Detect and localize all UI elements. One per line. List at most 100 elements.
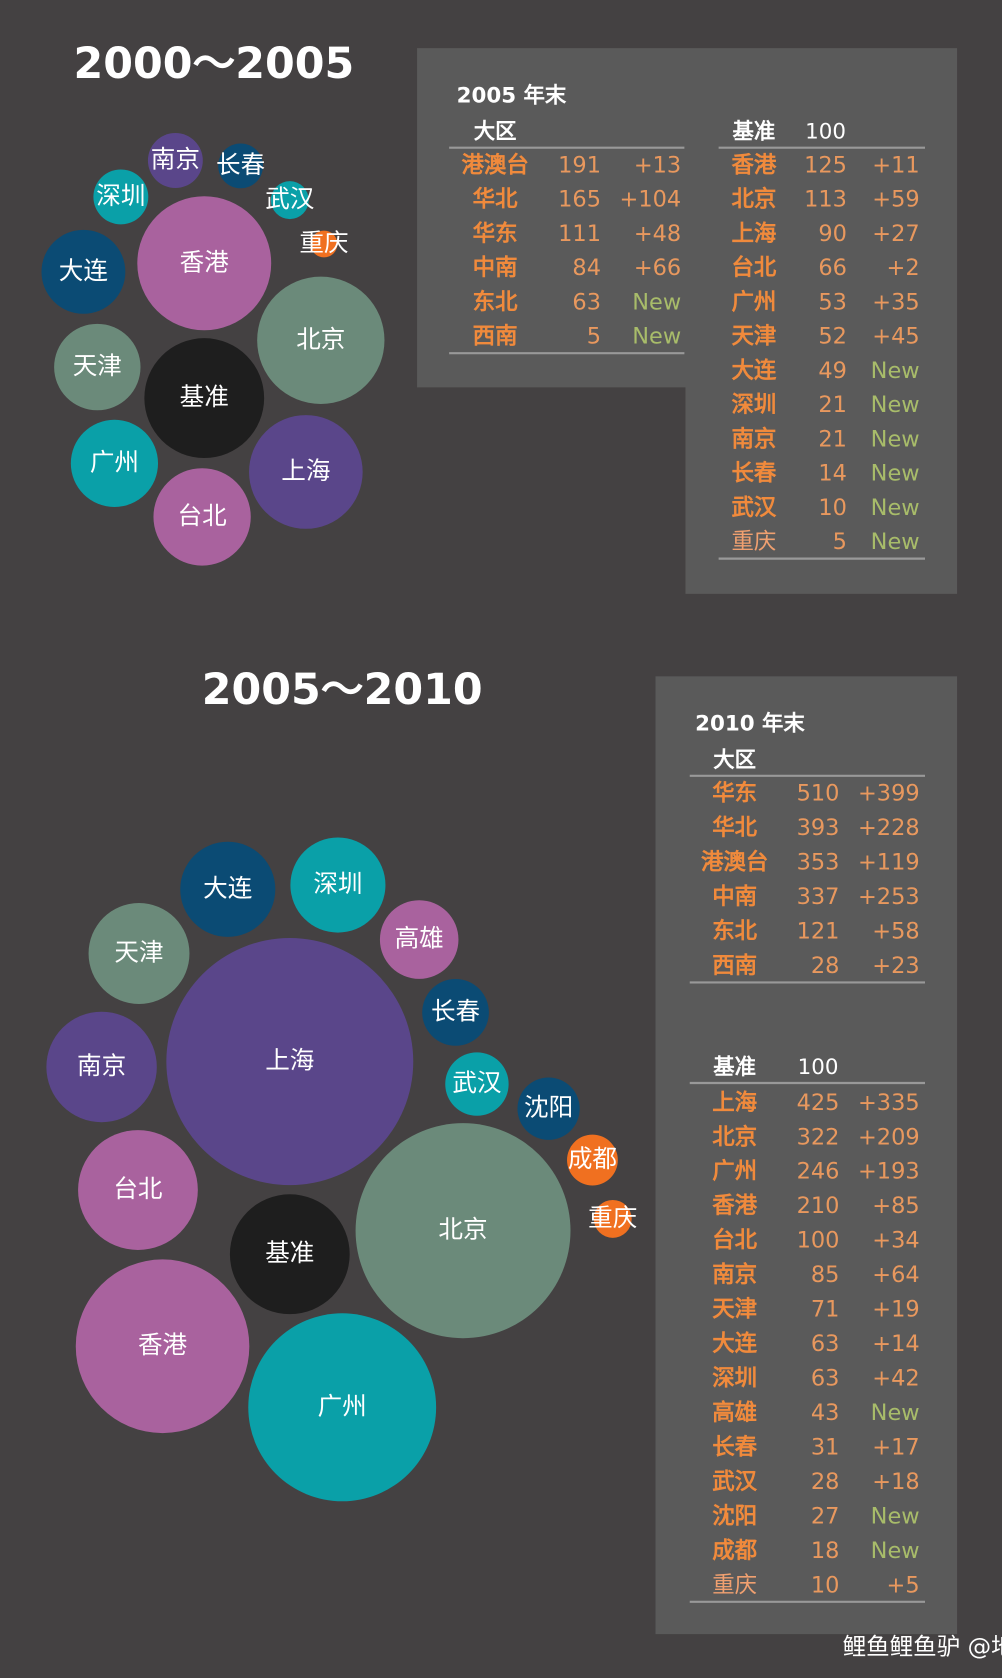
city-value: 10	[811, 1572, 840, 1598]
region-value: 63	[572, 289, 601, 315]
bubble-label: 高雄	[395, 924, 444, 953]
city-name: 北京	[731, 186, 776, 213]
city-change: +14	[872, 1331, 919, 1357]
city-name: 重庆	[712, 1572, 757, 1598]
city-change: +34	[872, 1228, 919, 1254]
table-header-value: 100	[805, 120, 846, 145]
region-change: +13	[634, 152, 681, 178]
city-change: New	[871, 1503, 920, 1529]
region-change: +399	[858, 781, 920, 807]
city-change: +35	[872, 289, 919, 315]
table-header: 基准	[713, 1055, 756, 1080]
city-bubble	[249, 415, 363, 529]
city-change: +42	[872, 1365, 919, 1391]
region-name: 华东	[473, 220, 518, 247]
city-name: 香港	[712, 1193, 757, 1219]
city-value: 66	[818, 255, 847, 281]
bubble-label: 武汉	[265, 184, 314, 213]
region-value: 337	[797, 884, 840, 910]
city-value: 5	[833, 529, 847, 555]
region-value: 5	[587, 324, 601, 350]
region-name: 东北	[473, 288, 518, 315]
city-name: 武汉	[731, 495, 776, 521]
region-name: 西南	[473, 324, 518, 350]
city-name: 上海	[731, 220, 776, 247]
city-bubble	[147, 133, 203, 188]
city-change: New	[871, 461, 920, 487]
table-header: 大区	[713, 748, 756, 773]
city-name: 武汉	[712, 1469, 757, 1495]
region-change: New	[632, 324, 681, 350]
city-value: 63	[811, 1331, 840, 1357]
bubble-label: 上海	[265, 1046, 314, 1075]
region-name: 中南	[712, 884, 757, 910]
bubble-label: 上海	[281, 456, 330, 485]
section-title: 2005～2010	[202, 665, 483, 715]
region-change: +58	[872, 918, 919, 944]
city-value: 49	[818, 358, 847, 384]
region-value: 165	[558, 187, 601, 213]
city-value: 100	[797, 1228, 840, 1254]
city-bubble	[257, 276, 385, 405]
city-bubble	[379, 900, 459, 979]
bubble-label: 基准	[180, 382, 229, 411]
city-change: +335	[858, 1090, 920, 1116]
city-name: 长春	[712, 1434, 757, 1460]
bubble-label: 基准	[265, 1238, 314, 1267]
city-value: 27	[811, 1503, 840, 1529]
bubble-label: 香港	[138, 1330, 188, 1359]
city-value: 14	[818, 461, 847, 487]
city-change: New	[871, 1538, 920, 1564]
region-name: 港澳台	[701, 848, 768, 875]
region-value: 111	[558, 221, 601, 247]
table-header: 基准	[733, 120, 776, 145]
bubble-label: 大连	[59, 256, 108, 285]
city-value: 90	[818, 221, 847, 247]
city-bubble	[517, 1077, 580, 1140]
city-name: 天津	[712, 1296, 757, 1323]
city-value: 63	[811, 1365, 840, 1391]
city-value: 18	[811, 1538, 840, 1564]
table-header-value: 100	[798, 1055, 839, 1080]
city-value: 322	[797, 1124, 840, 1150]
city-name: 上海	[712, 1089, 757, 1116]
watermark: 鲤鱼鲤鱼驴 @地铁吧	[843, 1633, 1002, 1661]
region-name: 华东	[712, 780, 757, 807]
city-bubble	[290, 837, 386, 933]
region-value: 28	[811, 953, 840, 979]
city-value: 21	[818, 426, 847, 452]
city-bubble	[355, 1123, 571, 1339]
city-change: New	[871, 392, 920, 418]
city-value: 28	[811, 1469, 840, 1495]
bubble-label: 长春	[431, 996, 480, 1025]
region-name: 华北	[473, 186, 518, 213]
region-change: +228	[858, 815, 920, 841]
city-change: +59	[872, 187, 919, 213]
city-name: 香港	[731, 152, 776, 178]
city-change: New	[871, 358, 920, 384]
city-name: 广州	[731, 288, 776, 315]
city-bubble	[88, 903, 190, 1005]
region-change: New	[632, 289, 681, 315]
city-name: 大连	[731, 357, 776, 384]
city-bubble	[166, 938, 414, 1186]
city-value: 85	[811, 1262, 840, 1288]
city-name: 深圳	[731, 392, 776, 418]
bubble-label: 广州	[318, 1391, 367, 1420]
city-bubble	[153, 468, 251, 566]
region-name: 西南	[712, 953, 757, 979]
city-change: +85	[872, 1193, 919, 1219]
bubble-label: 重庆	[299, 228, 348, 257]
bubble-label: 北京	[438, 1215, 487, 1244]
bubble-label: 北京	[296, 324, 345, 353]
bubble-label: 香港	[180, 247, 230, 276]
city-name: 深圳	[712, 1365, 757, 1391]
region-change: +48	[634, 221, 681, 247]
region-value: 393	[797, 815, 840, 841]
bubble-label: 长春	[216, 150, 265, 179]
bubble-label: 台北	[113, 1174, 162, 1203]
region-value: 191	[558, 152, 601, 178]
bubble-label: 天津	[114, 938, 163, 967]
city-name: 南京	[731, 425, 776, 452]
city-change: +17	[872, 1434, 919, 1460]
